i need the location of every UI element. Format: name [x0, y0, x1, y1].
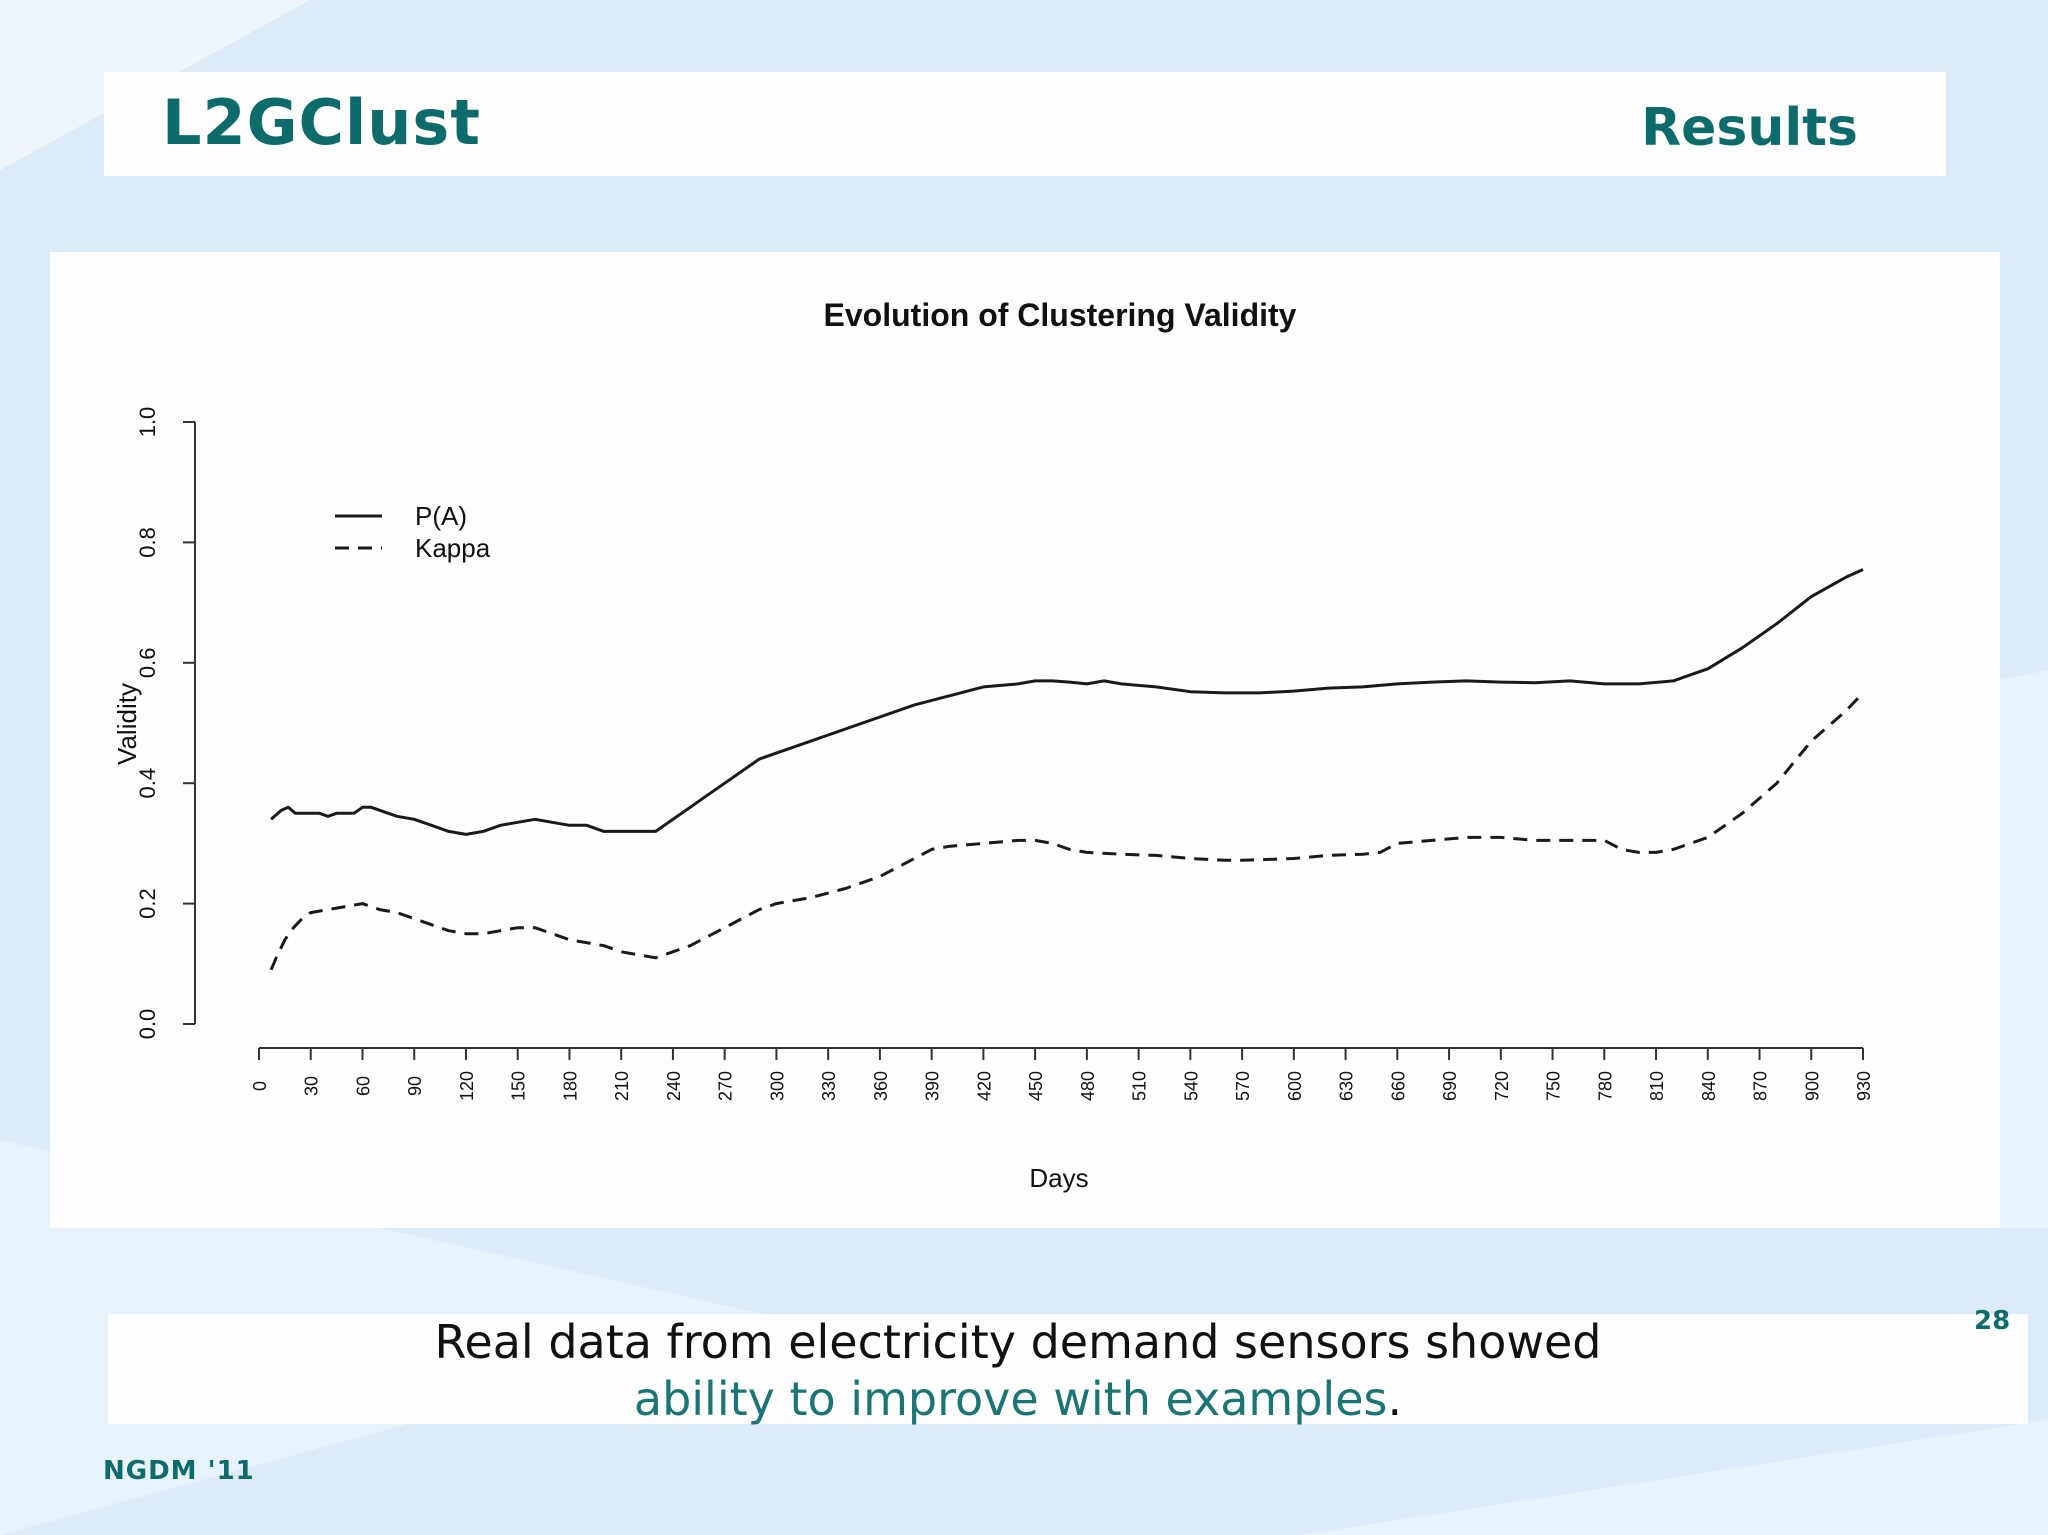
x-tick-label: 510	[1130, 1071, 1150, 1101]
caption-end: .	[1387, 1372, 1403, 1426]
x-tick-label: 900	[1802, 1071, 1822, 1101]
x-tick-label: 240	[664, 1071, 684, 1101]
series-lines	[269, 568, 1865, 971]
y-axis-label: Validity	[112, 683, 142, 765]
x-tick-label: 300	[767, 1071, 787, 1101]
caption-line-2: ability to improve with examples.	[108, 1371, 1928, 1428]
x-tick-label: 120	[457, 1071, 477, 1101]
x-tick-label: 360	[871, 1071, 891, 1101]
x-tick-label: 660	[1388, 1071, 1408, 1101]
x-tick-label: 330	[819, 1071, 839, 1101]
axes: 0.0 0.2 0.4 0.6 0.8 1.0 0 30 60 90 120 150 180 210 240…	[135, 407, 1874, 1101]
page-number: 28	[1974, 1306, 2011, 1336]
y-tick-label: 1.0	[135, 407, 160, 438]
legend: P(A)Kappa	[335, 501, 491, 563]
x-tick-label: 540	[1181, 1071, 1201, 1101]
validity-chart: Evolution of Clustering Validity Validit…	[112, 297, 1874, 1193]
caption-line-1: Real data from electricity demand sensor…	[434, 1315, 1602, 1369]
section-title: Results	[1641, 98, 1858, 158]
x-tick-label: 30	[302, 1076, 322, 1096]
x-tick-label: 270	[716, 1071, 736, 1101]
x-tick-label: 150	[509, 1071, 529, 1101]
x-tick-label: 810	[1647, 1071, 1667, 1101]
x-tick-label: 630	[1337, 1071, 1357, 1101]
x-tick-label: 930	[1854, 1071, 1874, 1101]
x-tick-label: 180	[560, 1071, 580, 1101]
x-tick-label: 480	[1078, 1071, 1098, 1101]
x-tick-label: 780	[1595, 1071, 1615, 1101]
x-tick-label: 210	[612, 1071, 632, 1101]
x-tick-label: 60	[353, 1076, 373, 1096]
y-tick-label: 0.6	[135, 648, 160, 679]
series-line-p-a-	[270, 568, 1864, 836]
x-tick-label: 840	[1699, 1071, 1719, 1101]
chart-title: Evolution of Clustering Validity	[824, 297, 1297, 333]
series-line-kappa	[269, 691, 1865, 971]
caption: Real data from electricity demand sensor…	[108, 1314, 1928, 1428]
y-tick-label: 0.2	[135, 888, 160, 919]
y-tick-label: 0.4	[135, 768, 160, 799]
x-tick-label: 870	[1751, 1071, 1771, 1101]
x-tick-label: 90	[405, 1076, 425, 1096]
caption-highlight: ability to improve with examples	[633, 1372, 1388, 1426]
x-tick-label: 690	[1440, 1071, 1460, 1101]
x-tick-label: 720	[1492, 1071, 1512, 1101]
x-tick-label: 570	[1233, 1071, 1253, 1101]
x-tick-label: 600	[1285, 1071, 1305, 1101]
caption-band	[108, 1314, 2028, 1424]
header-band	[104, 72, 1946, 176]
x-tick-label: 390	[923, 1071, 943, 1101]
chart-panel: Evolution of Clustering Validity Validit…	[50, 252, 2000, 1228]
x-tick-label: 450	[1026, 1071, 1046, 1101]
slide-title: L2GClust	[162, 86, 481, 159]
y-tick-label: 0.0	[135, 1009, 160, 1040]
x-tick-label: 750	[1544, 1071, 1564, 1101]
x-tick-label: 420	[974, 1071, 994, 1101]
footer-label: NGDM '11	[103, 1456, 255, 1486]
legend-label: Kappa	[415, 533, 491, 563]
legend-label: P(A)	[415, 501, 467, 531]
x-tick-label: 0	[250, 1081, 270, 1091]
y-tick-label: 0.8	[135, 527, 160, 558]
x-axis-label: Days	[1029, 1163, 1088, 1193]
